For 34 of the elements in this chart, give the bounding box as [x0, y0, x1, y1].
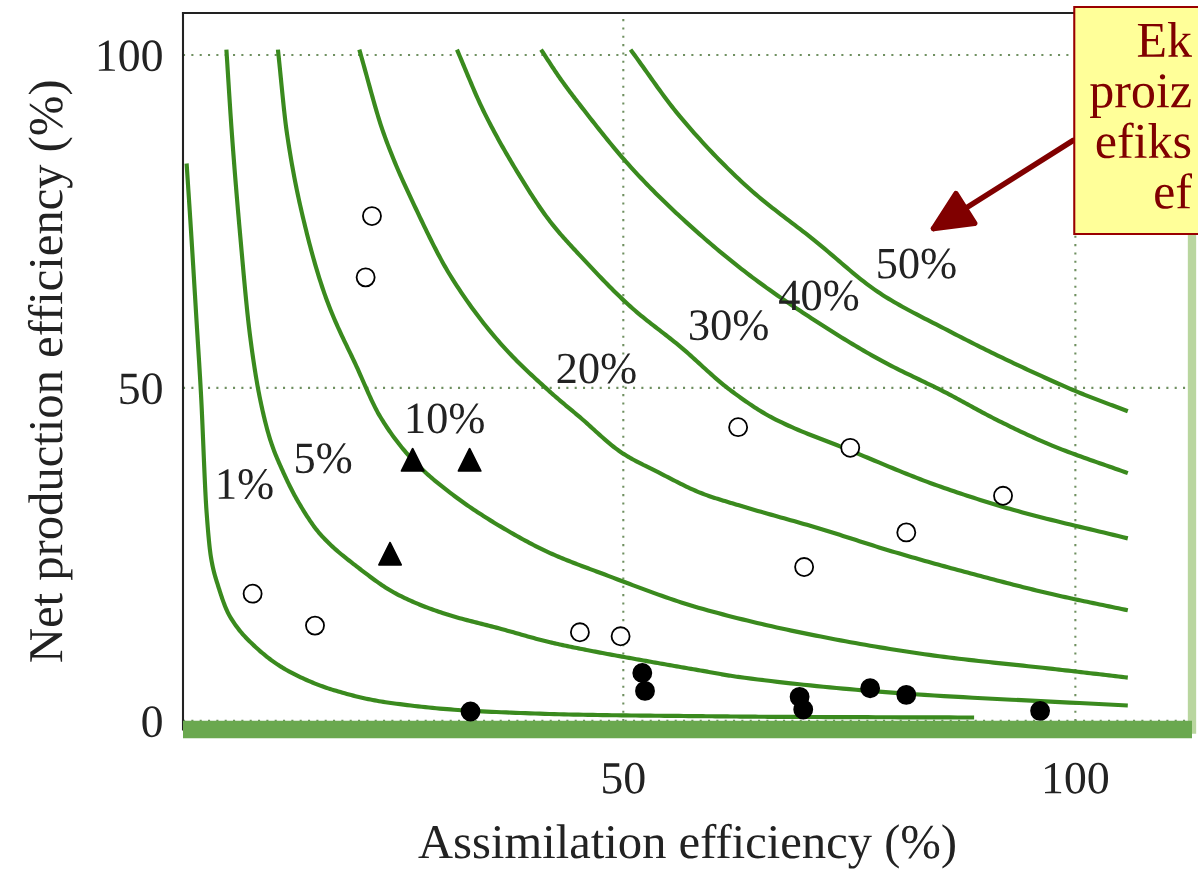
series-label: 20%	[557, 353, 636, 384]
y-tick-label: 100	[98, 40, 162, 72]
y-axis-title: Net production efficiency (%)	[27, 81, 73, 662]
y-tick-label: 0	[142, 706, 162, 738]
point	[860, 678, 881, 699]
point	[896, 684, 917, 705]
series-label: 1%	[218, 469, 273, 500]
point	[635, 680, 655, 701]
point	[794, 557, 815, 577]
series-label: 30%	[689, 310, 768, 341]
point	[457, 447, 482, 472]
series-label: 5%	[296, 443, 352, 474]
series-label: 10%	[407, 403, 484, 434]
series-label: 40%	[779, 280, 859, 311]
point	[1030, 700, 1051, 721]
point	[896, 522, 917, 543]
point	[728, 417, 749, 438]
point	[242, 583, 263, 604]
series-label: 50%	[878, 248, 956, 279]
point	[793, 699, 814, 720]
point	[993, 485, 1013, 506]
point	[355, 267, 376, 288]
annotation: Ek proiz efiks ef	[1090, 22, 1192, 209]
point	[378, 541, 403, 566]
point	[400, 447, 425, 472]
point	[460, 701, 481, 722]
point	[632, 662, 653, 683]
point	[305, 615, 325, 636]
point	[362, 206, 382, 227]
point	[610, 626, 631, 647]
x-axis-title: Assimilation efficiency (%)	[418, 823, 955, 869]
point	[840, 437, 861, 458]
y-tick-label: 50	[120, 373, 162, 405]
point	[569, 622, 590, 643]
